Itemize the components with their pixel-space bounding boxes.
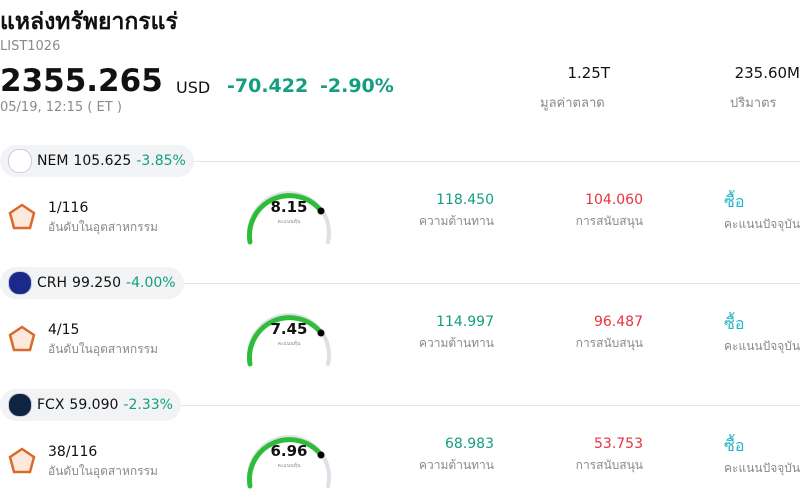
stock-price: 105.625 — [73, 153, 132, 169]
score-label: คะแนนหุ้น — [277, 219, 301, 225]
divider — [184, 283, 800, 284]
rank-label: อันดับในอุตสาหกรรม — [48, 464, 158, 478]
gauge — [246, 426, 334, 500]
rank: 38/116 — [48, 444, 98, 460]
rank-label: อันดับในอุตสาหกรรม — [48, 220, 158, 234]
stock-pill[interactable]: NEM 105.625 -3.85% — [0, 145, 194, 177]
score: 8.15 — [270, 198, 308, 216]
code: LIST1026 — [0, 39, 61, 54]
logo — [8, 149, 32, 173]
stock-pill[interactable]: CRH 99.250 -4.00% — [0, 267, 184, 299]
resistance: 118.450 — [436, 192, 494, 208]
stock-pill[interactable]: FCX 59.090 -2.33% — [0, 389, 181, 421]
signal-label: คะแนนปัจจุบัน — [724, 217, 800, 231]
stock-symbol: NEM — [37, 153, 69, 169]
rank: 4/15 — [48, 322, 80, 338]
logo — [8, 393, 32, 417]
stock-symbol: CRH — [37, 275, 68, 291]
score-label: คะแนนหุ้น — [277, 341, 301, 347]
support: 53.753 — [594, 436, 643, 452]
stock-symbol: FCX — [37, 397, 65, 413]
score-label: คะแนนหุ้น — [277, 463, 301, 469]
score: 7.45 — [270, 320, 308, 338]
signal: ซื้อ — [724, 314, 745, 333]
title: แหล่งทรัพยากรแร่ — [0, 9, 178, 35]
resistance: 114.997 — [436, 314, 494, 330]
stat-value: 235.60M — [734, 64, 800, 82]
stat-value: 1.25T — [567, 64, 610, 82]
price: 2355.265 — [0, 63, 163, 99]
gauge — [246, 304, 334, 378]
support: 104.060 — [585, 192, 643, 208]
divider — [181, 405, 800, 406]
stat-label: ปริมาตร — [730, 96, 777, 111]
change-pct: -2.90% — [320, 75, 394, 97]
stat-label: มูลค่าตลาด — [540, 96, 605, 111]
signal: ซื้อ — [724, 436, 745, 455]
resistance-label: ความต้านทาน — [419, 336, 494, 350]
gauge-svg — [247, 435, 331, 489]
gauge — [246, 182, 334, 256]
stock-change-pct: -3.85% — [136, 153, 186, 169]
gauge-svg — [247, 313, 331, 367]
rank-icon — [8, 447, 36, 479]
signal-label: คะแนนปัจจุบัน — [724, 461, 800, 475]
rank-icon-svg — [8, 447, 36, 474]
stock-change-pct: -4.00% — [126, 275, 176, 291]
logo — [8, 271, 32, 295]
time: 05/19, 12:15 ( ET ) — [0, 100, 122, 115]
rank-icon — [8, 325, 36, 357]
resistance-label: ความต้านทาน — [419, 214, 494, 228]
gauge-svg — [247, 191, 331, 245]
rank-icon — [8, 203, 36, 235]
stock-price: 59.090 — [69, 397, 119, 413]
divider — [194, 161, 800, 162]
signal-label: คะแนนปัจจุบัน — [724, 339, 800, 353]
rank-label: อันดับในอุตสาหกรรม — [48, 342, 158, 356]
signal: ซื้อ — [724, 192, 745, 211]
rank-icon-svg — [8, 203, 36, 230]
score: 6.96 — [270, 442, 308, 460]
stock-price: 99.250 — [72, 275, 122, 291]
rank-icon-svg — [8, 325, 36, 352]
rank: 1/116 — [48, 200, 89, 216]
support-label: การสนับสนุน — [575, 214, 643, 228]
resistance-label: ความต้านทาน — [419, 458, 494, 472]
currency: USD — [176, 78, 211, 97]
support-label: การสนับสนุน — [575, 458, 643, 472]
support: 96.487 — [594, 314, 643, 330]
support-label: การสนับสนุน — [575, 336, 643, 350]
resistance: 68.983 — [445, 436, 494, 452]
change: -70.422 — [227, 75, 309, 97]
stock-change-pct: -2.33% — [123, 397, 173, 413]
